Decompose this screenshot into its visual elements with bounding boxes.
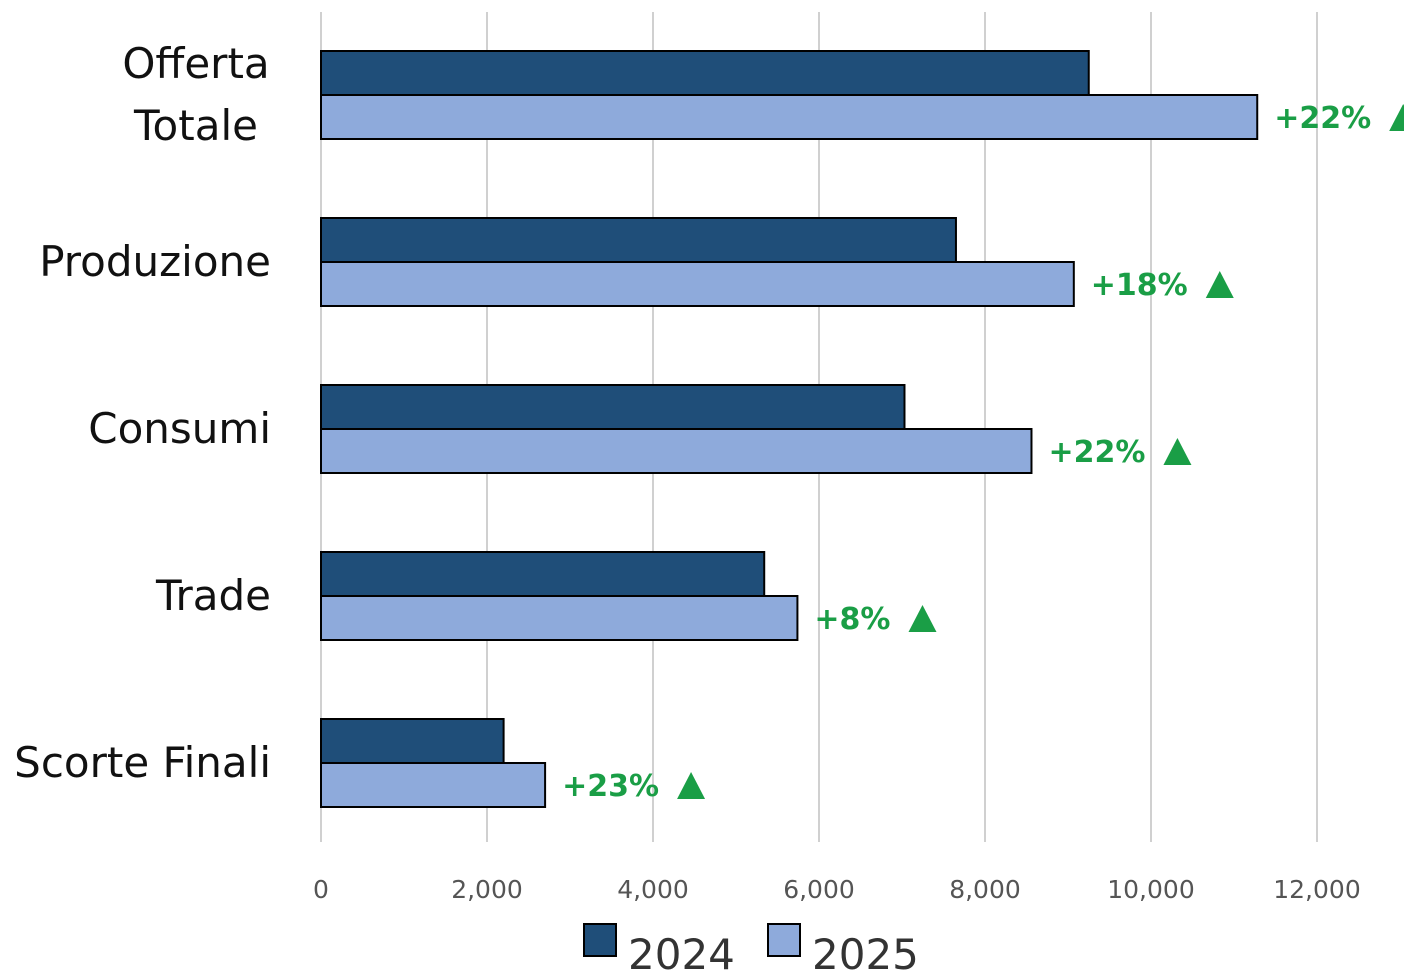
x-tick-label: 6,000 — [783, 875, 855, 904]
bar-2025 — [320, 94, 1259, 140]
percent-change-label: +8% — [814, 602, 890, 637]
bar-2025 — [320, 261, 1075, 307]
up-triangle-icon — [1389, 104, 1404, 131]
legend-label-2024: 2024 — [628, 930, 735, 972]
legend: 2024 2025 — [583, 923, 919, 972]
change-annotations: +22% +18% +22% +8% +23% — [562, 101, 1404, 804]
percent-change-label: +23% — [562, 769, 659, 804]
percent-change-label: +18% — [1091, 268, 1188, 303]
up-triangle-icon — [1205, 271, 1234, 298]
bar-2024 — [320, 384, 906, 430]
bar-2025 — [320, 762, 547, 808]
category-label: Trade — [155, 571, 271, 620]
bars — [320, 50, 1259, 808]
legend-swatch-2025 — [767, 923, 801, 957]
bar-2025 — [320, 595, 799, 641]
up-triangle-icon — [677, 772, 706, 799]
x-tick-label: 12,000 — [1273, 875, 1360, 904]
category-labels: Offerta Totale Produzione Consumi Trade Scort… — [14, 39, 271, 787]
category-label: Scorte Finali — [14, 738, 271, 787]
up-triangle-icon — [908, 605, 937, 632]
legend-swatch-2024 — [583, 923, 617, 957]
up-triangle-icon — [1163, 438, 1192, 465]
bar-2024 — [320, 50, 1090, 96]
x-tick-label: 8,000 — [949, 875, 1021, 904]
bar-2024 — [320, 551, 766, 597]
category-label: Offerta — [122, 39, 269, 88]
x-tick-label: 4,000 — [617, 875, 689, 904]
percent-change-label: +22% — [1048, 435, 1145, 470]
category-label: Consumi — [88, 404, 271, 453]
x-tick-label: 2,000 — [451, 875, 523, 904]
category-label: Produzione — [39, 237, 271, 286]
bar-2024 — [320, 217, 957, 263]
category-label: Totale — [133, 101, 258, 150]
percent-change-label: +22% — [1274, 101, 1371, 136]
x-tick-label: 0 — [313, 875, 329, 904]
bar-2025 — [320, 428, 1033, 474]
x-tick-label: 10,000 — [1107, 875, 1194, 904]
bar-2024 — [320, 718, 505, 764]
x-axis-ticks: 0 2,000 4,000 6,000 8,000 10,000 12,000 — [313, 875, 1361, 904]
legend-label-2025: 2025 — [812, 930, 919, 972]
